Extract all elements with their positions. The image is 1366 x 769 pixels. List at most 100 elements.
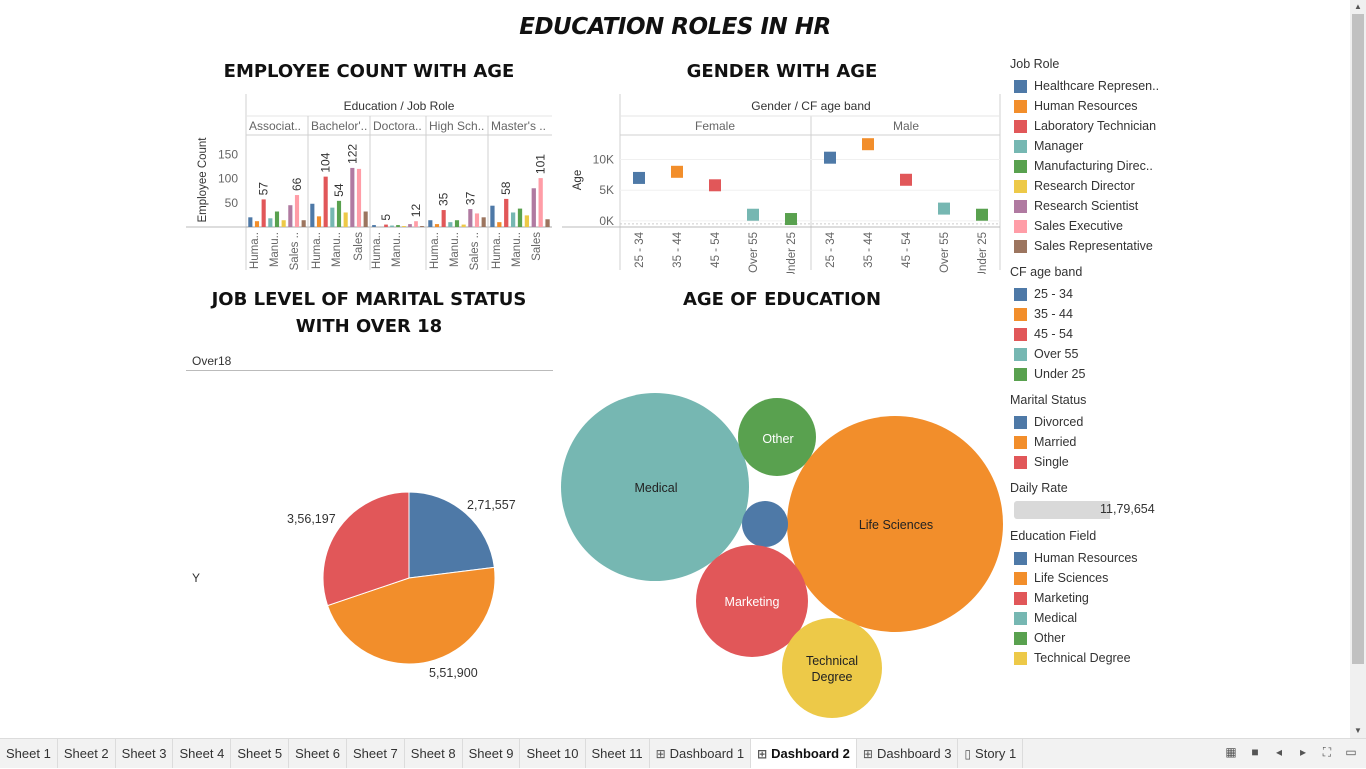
bar[interactable]	[497, 222, 502, 227]
marital-pie-chart[interactable]: 2,71,557 5,51,900 3,56,197	[270, 480, 550, 690]
bar[interactable]	[490, 205, 495, 227]
tab-sheet-9[interactable]: Sheet 9	[463, 739, 521, 768]
bar[interactable]	[461, 224, 466, 227]
education-field-legend-item[interactable]: Human Resources	[1010, 548, 1170, 568]
bar[interactable]	[261, 199, 266, 227]
bar[interactable]	[316, 216, 322, 227]
bar[interactable]	[448, 222, 453, 227]
bar[interactable]	[428, 220, 433, 227]
bubble-life-sciences[interactable]	[787, 416, 1003, 632]
bubble-technical-degree[interactable]	[782, 618, 882, 718]
tab-dashboard-3[interactable]: ⊞ Dashboard 3	[857, 739, 959, 768]
grid-view-icon[interactable]: ▦	[1225, 745, 1237, 759]
job-role-legend-item[interactable]: Manager	[1010, 136, 1170, 156]
bar[interactable]	[414, 221, 418, 227]
bar[interactable]	[384, 224, 388, 227]
scatter-point[interactable]	[633, 171, 645, 184]
tab-sheet-2[interactable]: Sheet 2	[58, 739, 116, 768]
tab-sheet-6[interactable]: Sheet 6	[289, 739, 347, 768]
education-field-legend-item[interactable]: Marketing	[1010, 588, 1170, 608]
scatter-point[interactable]	[785, 213, 797, 226]
age-band-legend-item[interactable]: Over 55	[1010, 344, 1170, 364]
bar[interactable]	[434, 224, 440, 227]
bar[interactable]	[504, 198, 509, 227]
scroll-up-icon[interactable]: ▲	[1354, 2, 1362, 11]
marital-legend-item[interactable]: Married	[1010, 432, 1170, 452]
education-field-legend-item[interactable]: Life Sciences	[1010, 568, 1170, 588]
bar[interactable]	[350, 167, 355, 227]
scroll-down-icon[interactable]: ▼	[1354, 726, 1362, 735]
job-role-legend-item[interactable]: Research Director	[1010, 176, 1170, 196]
tab-dashboard-1[interactable]: ⊞ Dashboard 1	[650, 739, 752, 768]
vertical-scrollbar[interactable]: ▲ ▼	[1350, 0, 1366, 738]
bar[interactable]	[468, 209, 473, 227]
job-role-legend-item[interactable]: Healthcare Represen..	[1010, 76, 1170, 96]
tab-sheet-3[interactable]: Sheet 3	[116, 739, 174, 768]
bar[interactable]	[372, 225, 376, 227]
scatter-point[interactable]	[709, 179, 721, 192]
bar[interactable]	[531, 188, 536, 227]
tab-sheet-1[interactable]: Sheet 1	[0, 739, 58, 768]
bubble-medical[interactable]	[561, 393, 749, 581]
bar[interactable]	[363, 211, 368, 227]
bar[interactable]	[310, 203, 315, 227]
bar[interactable]	[301, 220, 306, 227]
bar[interactable]	[281, 220, 286, 227]
bar[interactable]	[474, 213, 480, 227]
scatter-point[interactable]	[900, 173, 912, 186]
education-field-legend-item[interactable]: Technical Degree	[1010, 648, 1170, 668]
bar[interactable]	[545, 219, 550, 227]
job-role-legend-item[interactable]: Research Scientist	[1010, 196, 1170, 216]
bubble-other[interactable]	[738, 398, 816, 476]
tab-sheet-10[interactable]: Sheet 10	[520, 739, 586, 768]
scatter-point[interactable]	[671, 165, 683, 178]
scatter-point[interactable]	[824, 151, 836, 164]
bar[interactable]	[481, 217, 486, 227]
scrollbar-thumb[interactable]	[1352, 14, 1364, 664]
bar[interactable]	[441, 210, 446, 227]
bar[interactable]	[248, 217, 253, 227]
pie-slice-divorced[interactable]	[408, 491, 495, 579]
bar[interactable]	[330, 207, 335, 227]
job-role-legend-item[interactable]: Sales Executive	[1010, 216, 1170, 236]
tab-sheet-7[interactable]: Sheet 7	[347, 739, 405, 768]
scatter-point[interactable]	[862, 138, 874, 151]
bar[interactable]	[323, 176, 328, 227]
job-role-legend-item[interactable]: Human Resources	[1010, 96, 1170, 116]
present-icon[interactable]: ▭	[1345, 745, 1357, 759]
bar[interactable]	[336, 200, 342, 227]
tab-story-1[interactable]: ▯ Story 1	[958, 739, 1024, 768]
bar[interactable]	[288, 205, 293, 227]
education-bubble-chart[interactable]: Medical Other Life Sciences Marketing Te…	[556, 388, 1006, 720]
scatter-point[interactable]	[747, 208, 759, 221]
age-band-legend-item[interactable]: 35 - 44	[1010, 304, 1170, 324]
bar[interactable]	[268, 218, 273, 227]
bar[interactable]	[396, 225, 400, 227]
scatter-point[interactable]	[976, 208, 988, 221]
education-field-legend-item[interactable]: Other	[1010, 628, 1170, 648]
age-band-legend-item[interactable]: 45 - 54	[1010, 324, 1170, 344]
tab-sheet-5[interactable]: Sheet 5	[231, 739, 290, 768]
job-role-legend-item[interactable]: Laboratory Technician	[1010, 116, 1170, 136]
marital-legend-item[interactable]: Divorced	[1010, 412, 1170, 432]
tab-sheet-11[interactable]: Sheet 11	[586, 739, 650, 768]
bubble-human-resources[interactable]	[742, 501, 788, 547]
bar[interactable]	[454, 220, 460, 227]
education-field-legend-item[interactable]: Medical	[1010, 608, 1170, 628]
scatter-point[interactable]	[938, 202, 950, 215]
gender-age-chart[interactable]: Gender / CF age band Female Male Age 10K…	[562, 94, 1004, 274]
employee-count-chart[interactable]: Education / Job Role Employee Count 150 1…	[186, 94, 556, 274]
bar[interactable]	[517, 208, 523, 227]
pie-slice-single[interactable]	[322, 491, 410, 607]
bar[interactable]	[524, 215, 530, 227]
marital-legend-item[interactable]: Single	[1010, 452, 1170, 472]
age-band-legend-item[interactable]: 25 - 34	[1010, 284, 1170, 304]
job-role-legend-item[interactable]: Sales Representative	[1010, 236, 1170, 256]
bar[interactable]	[402, 226, 406, 227]
bar[interactable]	[254, 221, 260, 227]
bar[interactable]	[420, 226, 424, 227]
bar[interactable]	[408, 224, 412, 227]
fullscreen-icon[interactable]: ⛶	[1322, 745, 1332, 759]
bar[interactable]	[390, 225, 394, 227]
bubble-marketing[interactable]	[696, 545, 808, 657]
